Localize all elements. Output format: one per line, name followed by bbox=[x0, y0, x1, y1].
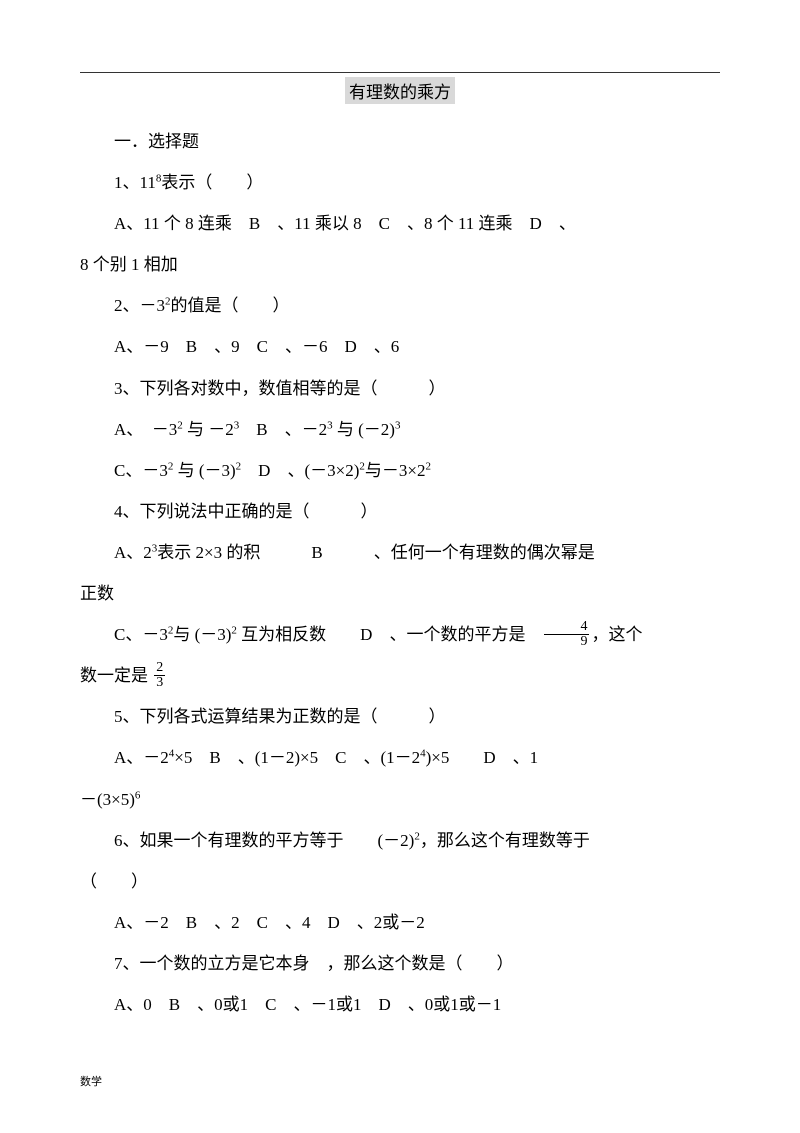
q3-r2-c: D 、(－3×2) bbox=[241, 461, 359, 480]
q4-frac2-num: 2 bbox=[154, 661, 165, 676]
q2-opts: A、－9 B 、9 C 、－6 D 、6 bbox=[80, 327, 720, 366]
q2-text-a: 2、－3 bbox=[114, 296, 165, 315]
q3-r2-s4: 2 bbox=[425, 460, 431, 472]
q4-r2-b: 与 (－3) bbox=[173, 625, 231, 644]
q5-a: A、－2 bbox=[114, 748, 169, 767]
q4-cont2: 数一定是 23 bbox=[80, 656, 720, 695]
q3-r1-c: B 、－2 bbox=[239, 420, 327, 439]
q6-paren: （ ） bbox=[80, 862, 720, 901]
q4-frac1-den: 9 bbox=[544, 635, 589, 649]
q3-r1-s4: 3 bbox=[395, 419, 401, 431]
q5-s3: 6 bbox=[135, 789, 141, 801]
q3-r2-b: 与 (－3) bbox=[173, 461, 235, 480]
top-rule bbox=[80, 72, 720, 73]
q1-text-b: 表示（ ） bbox=[161, 173, 263, 192]
q1-stem: 1、118表示（ ） bbox=[80, 163, 720, 202]
q4-frac1-num: 4 bbox=[544, 620, 589, 635]
title-wrap: 有理数的乘方 bbox=[80, 77, 720, 104]
q5-stem: 5、下列各式运算结果为正数的是（ ） bbox=[80, 697, 720, 736]
q4-frac2: 23 bbox=[154, 661, 165, 690]
q2-text-b: 的值是（ ） bbox=[171, 296, 290, 315]
q3-r2-d: 与－3×2 bbox=[365, 461, 426, 480]
q5-b: ×5 B 、(1－2)×5 C 、(1－2 bbox=[174, 748, 420, 767]
q3-r1-b: 与 －2 bbox=[183, 420, 234, 439]
q1-cont: 8 个别 1 相加 bbox=[80, 245, 720, 284]
q6-stem: 6、如果一个有理数的平方等于 (－2)2，那么这个有理数等于 bbox=[80, 821, 720, 860]
page-title: 有理数的乘方 bbox=[345, 77, 455, 104]
q4-r2-c: 互为相反数 D 、一个数的平方是 bbox=[237, 625, 543, 644]
q3-stem: 3、下列各对数中，数值相等的是（ ） bbox=[80, 369, 720, 408]
q5-cont: －(3×5)6 bbox=[80, 780, 720, 819]
q2-stem: 2、－32的值是（ ） bbox=[80, 286, 720, 325]
q6-b: ，那么这个有理数等于 bbox=[420, 831, 590, 850]
q4-frac2-den: 3 bbox=[154, 676, 165, 690]
q4-cont2-a: 数一定是 bbox=[80, 666, 152, 685]
q4-r1-a: A、2 bbox=[114, 543, 152, 562]
q4-cont1: 正数 bbox=[80, 574, 720, 613]
q5-row: A、－24×5 B 、(1－2)×5 C 、(1－24)×5 D 、1 bbox=[80, 738, 720, 777]
section-heading: 一．选择题 bbox=[80, 122, 720, 161]
q7-stem: 7、一个数的立方是它本身 ，那么这个数是（ ） bbox=[80, 944, 720, 983]
q3-row1: A、 －32 与 －23 B 、－23 与 (－2)3 bbox=[80, 410, 720, 449]
q4-row2: C、－32与 (－3)2 互为相反数 D 、一个数的平方是 49，这个 bbox=[80, 615, 720, 654]
q4-r2-d: ，这个 bbox=[591, 625, 642, 644]
q5-c: )×5 D 、1 bbox=[426, 748, 539, 767]
q1-opts: A、11 个 8 连乘 B 、11 乘以 8 C 、8 个 11 连乘 D 、 bbox=[80, 204, 720, 243]
q6-opts: A、－2 B 、2 C 、4 D 、2或－2 bbox=[80, 903, 720, 942]
footer-label: 数学 bbox=[80, 1073, 102, 1089]
q4-frac1: 49 bbox=[544, 620, 589, 649]
q3-r1-a: A、 －3 bbox=[114, 420, 177, 439]
q3-row2: C、－32 与 (－3)2 D 、(－3×2)2与－3×22 bbox=[80, 451, 720, 490]
q3-r1-d: 与 (－2) bbox=[333, 420, 395, 439]
q4-stem: 4、下列说法中正确的是（ ） bbox=[80, 492, 720, 531]
q4-r2-a: C、－3 bbox=[114, 625, 168, 644]
q7-opts: A、0 B 、0或1 C 、－1或1 D 、0或1或－1 bbox=[80, 985, 720, 1024]
q1-text-a: 1、11 bbox=[114, 173, 156, 192]
q4-r1-b: 表示 2×3 的积 B 、任何一个有理数的偶次幂是 bbox=[157, 543, 594, 562]
q6-a: 6、如果一个有理数的平方等于 (－2) bbox=[114, 831, 414, 850]
q4-row1: A、23表示 2×3 的积 B 、任何一个有理数的偶次幂是 bbox=[80, 533, 720, 572]
q5-cont-a: －(3×5) bbox=[80, 790, 135, 809]
q3-r2-a: C、－3 bbox=[114, 461, 168, 480]
